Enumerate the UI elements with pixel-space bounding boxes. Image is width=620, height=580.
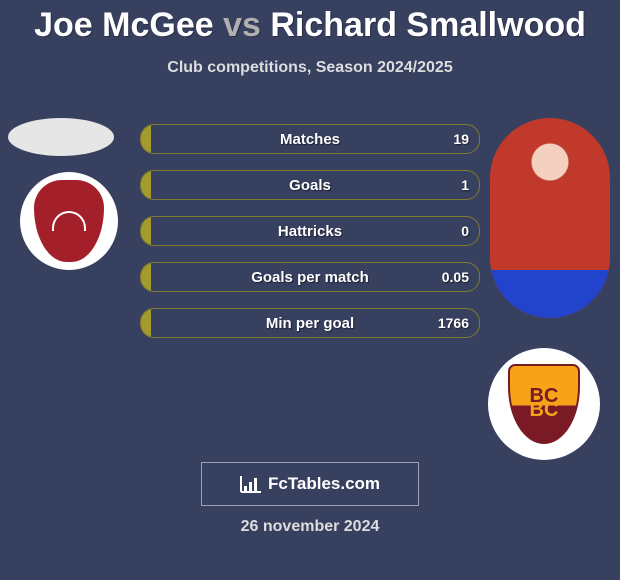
stat-label: Matches	[141, 125, 479, 153]
player1-name: Joe McGee	[34, 6, 214, 44]
stat-label: Min per goal	[141, 309, 479, 337]
vs-text: vs	[223, 6, 261, 44]
stat-label: Goals per match	[141, 263, 479, 291]
brand-text: FcTables.com	[268, 474, 380, 494]
stat-value-right: 19	[453, 125, 469, 153]
stat-value-right: 0.05	[442, 263, 469, 291]
comparison-title: Joe McGee vs Richard Smallwood	[0, 0, 620, 45]
player2-name: Richard Smallwood	[270, 6, 586, 44]
stat-label: Hattricks	[141, 217, 479, 245]
subtitle: Club competitions, Season 2024/2025	[0, 59, 620, 77]
brand-box: FcTables.com	[201, 462, 419, 506]
stat-row: Min per goal1766	[140, 308, 480, 338]
crest-text: BC	[530, 399, 559, 422]
stat-value-right: 1	[461, 171, 469, 199]
chart-icon	[240, 475, 262, 493]
stat-label: Goals	[141, 171, 479, 199]
player2-photo	[490, 118, 610, 318]
player2-club-crest: BC	[488, 348, 600, 460]
stat-row: Hattricks0	[140, 216, 480, 246]
date-text: 26 november 2024	[0, 518, 620, 536]
stat-row: Goals1	[140, 170, 480, 200]
stats-panel: Matches19 Goals1 Hattricks0 Goals per match…	[140, 124, 480, 354]
stat-row: Matches19	[140, 124, 480, 154]
stat-value-right: 1766	[438, 309, 469, 337]
player1-club-crest	[20, 172, 118, 270]
player1-photo	[8, 118, 114, 156]
stat-row: Goals per match0.05	[140, 262, 480, 292]
stat-value-right: 0	[461, 217, 469, 245]
